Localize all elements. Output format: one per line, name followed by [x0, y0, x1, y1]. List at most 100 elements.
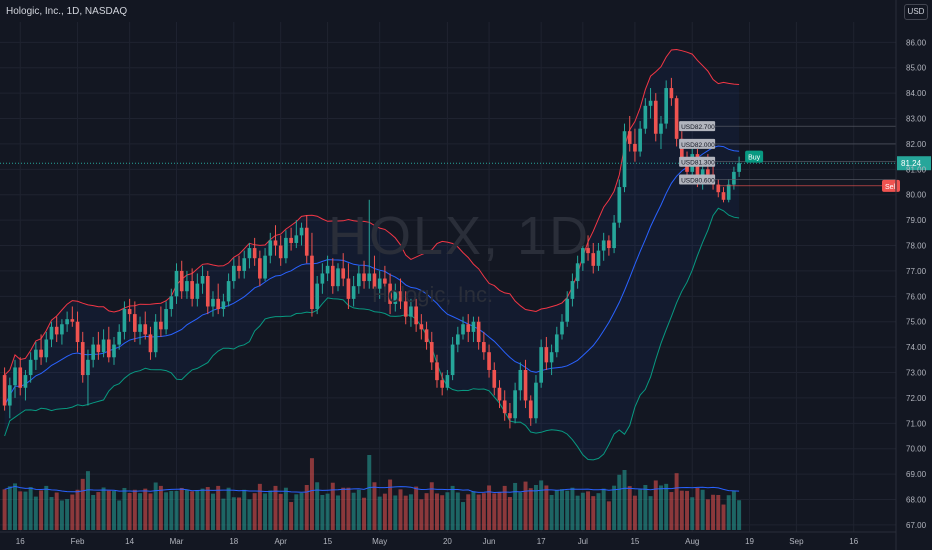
candle-body — [461, 324, 465, 335]
volume-bar — [325, 493, 330, 530]
volume-bar — [106, 490, 111, 530]
volume-bar — [96, 492, 101, 530]
candle-body — [534, 382, 538, 419]
volume-bar — [122, 487, 127, 530]
candle-body — [482, 342, 486, 353]
candle-body — [539, 347, 543, 383]
volume-bar — [153, 482, 158, 530]
volume-bar — [419, 499, 424, 530]
candle-body — [627, 131, 632, 144]
candle-body — [330, 265, 335, 287]
volume-bar — [705, 499, 710, 530]
y-tick-label: 72.00 — [906, 394, 927, 403]
volume-bar — [434, 493, 439, 530]
volume-bar — [127, 492, 132, 530]
volume-bar — [44, 485, 49, 530]
currency-button[interactable]: USD — [904, 4, 928, 20]
candle-body — [75, 321, 80, 343]
candle-body — [34, 349, 38, 360]
candle-body — [190, 281, 194, 299]
candle-body — [247, 248, 252, 259]
candle-body — [252, 248, 257, 259]
candle-body — [310, 255, 314, 310]
candle-body — [133, 314, 137, 332]
volume-bar — [304, 485, 309, 530]
buy-label: Buy — [748, 155, 761, 162]
volume-bar — [242, 489, 247, 530]
candle-body — [398, 291, 403, 302]
x-tick-label: Jun — [483, 537, 496, 546]
y-tick-label: 76.00 — [906, 292, 927, 301]
y-tick-label: 73.00 — [906, 369, 927, 378]
candle-body — [383, 278, 387, 284]
candle-body — [497, 387, 502, 401]
candle-body — [91, 344, 95, 360]
candle-body — [325, 265, 330, 274]
candle-body — [96, 344, 101, 353]
volume-bar — [544, 485, 549, 530]
candle-body — [414, 306, 418, 325]
volume-bar — [570, 487, 575, 530]
candle-body — [388, 283, 392, 304]
volume-bar — [700, 489, 705, 530]
candle-body — [101, 339, 106, 353]
volume-bar — [648, 496, 653, 530]
volume-bar — [23, 491, 28, 530]
volume-bar — [716, 495, 721, 530]
candle-body — [200, 276, 205, 284]
volume-bar — [65, 499, 70, 530]
x-tick-label: Jul — [578, 537, 588, 546]
volume-bar — [33, 496, 38, 530]
candle-body — [528, 400, 533, 419]
volume-bar — [627, 486, 632, 530]
y-tick-label: 68.00 — [906, 496, 927, 505]
candle-body — [351, 286, 356, 299]
candle-body — [153, 321, 158, 353]
price-overlays: 81.24 USD82.700 USD82.000 USD81.300 USD80.60… — [0, 121, 931, 192]
volume-bar — [518, 492, 523, 530]
candle-body — [127, 309, 132, 315]
volume-bar — [502, 485, 507, 530]
candle-body — [409, 306, 413, 317]
candle-body — [112, 344, 116, 358]
candle-body — [513, 390, 517, 419]
candle-body — [336, 268, 340, 287]
volume-bar — [606, 501, 611, 530]
volume-bar — [148, 493, 153, 530]
volume-bar — [476, 494, 481, 530]
candle-body — [54, 326, 59, 335]
candle-body — [138, 324, 142, 332]
volume-bar — [528, 488, 533, 530]
candle-body — [205, 276, 210, 307]
bollinger-bands — [4, 48, 740, 461]
volume-bar — [309, 458, 314, 530]
chart-title: Hologic, Inc., 1D, NASDAQ — [6, 6, 128, 17]
time-axis: 16 Feb 14 Mar 18 Apr 15 May 20 Jun 17 Jul 15 Aug 19 Sep… — [0, 531, 896, 546]
candle-body — [367, 273, 372, 282]
candle-body — [346, 278, 351, 299]
candle-body — [721, 192, 726, 200]
candle-body — [726, 184, 731, 200]
candle-body — [695, 154, 700, 183]
candle-body — [732, 171, 736, 185]
volume-bar — [393, 495, 398, 530]
candle-body — [570, 281, 575, 299]
candle-body — [643, 105, 648, 129]
candle-body — [377, 278, 382, 289]
candle-body — [492, 369, 497, 388]
candlestick-series — [2, 77, 741, 429]
candle-body — [216, 298, 221, 310]
candle-body — [429, 342, 434, 363]
x-tick-label: Mar — [170, 537, 184, 546]
x-tick-label: Apr — [274, 537, 287, 546]
volume-bar — [731, 490, 736, 530]
candle-body — [122, 309, 127, 332]
volume-bar — [101, 487, 106, 530]
candle-body — [565, 298, 570, 322]
order-tag — [679, 156, 716, 167]
volume-bar — [221, 498, 226, 530]
volume-bar — [18, 491, 23, 530]
volume-bar — [575, 495, 580, 530]
candle-body — [169, 296, 174, 310]
